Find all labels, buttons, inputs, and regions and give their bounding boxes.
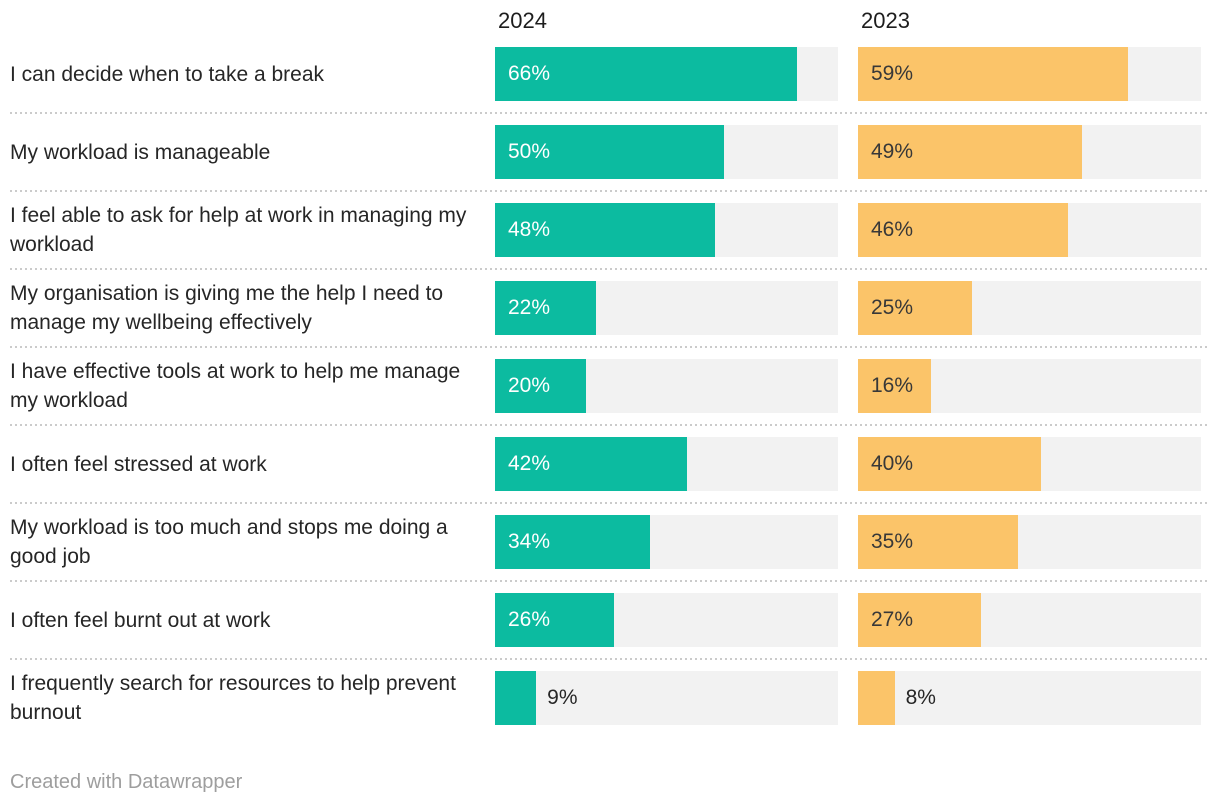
chart-row: My workload is manageable 50% 49% xyxy=(0,113,1220,192)
bar-2023 xyxy=(858,671,895,725)
bar-track-2024: 9% xyxy=(495,671,838,725)
category-label: I frequently search for resources to hel… xyxy=(10,672,456,724)
bar-track-2024: 50% xyxy=(495,125,838,179)
bar-track-2024: 42% xyxy=(495,437,838,491)
category-label: I often feel stressed at work xyxy=(10,452,267,476)
bar-value-label: 66% xyxy=(508,62,551,85)
bar-value-label: 48% xyxy=(508,218,551,241)
chart-row: I feel able to ask for help at work in m… xyxy=(0,191,1220,270)
chart-rows: I can decide when to take a break 66% 59% M… xyxy=(0,35,1220,737)
category-label: My workload is manageable xyxy=(10,140,271,164)
bar-2024 xyxy=(495,671,537,725)
bar-value-label: 34% xyxy=(508,530,551,553)
category-label: I have effective tools at work to help m… xyxy=(10,360,461,412)
bar-2024: 26% xyxy=(495,593,614,647)
bar-2023: 46% xyxy=(858,203,1069,257)
bar-2023: 35% xyxy=(858,515,1019,569)
chart-row: My organisation is giving me the help I … xyxy=(0,269,1220,348)
bar-track-2024: 26% xyxy=(495,593,838,647)
bar-track-2024: 48% xyxy=(495,203,838,257)
bar-2023: 59% xyxy=(858,47,1128,101)
bar-2024: 66% xyxy=(495,47,797,101)
bar-value-label: 9% xyxy=(547,686,578,709)
bar-2024: 34% xyxy=(495,515,651,569)
bar-track-2023: 49% xyxy=(858,125,1201,179)
bar-track-2023: 8% xyxy=(858,671,1201,725)
chart-row: I often feel stressed at work 42% 40% xyxy=(0,425,1220,504)
bar-value-label: 22% xyxy=(508,296,551,319)
bar-value-label: 46% xyxy=(871,218,914,241)
chart-row: I frequently search for resources to hel… xyxy=(0,659,1220,737)
column-header-2024: 2024 xyxy=(498,8,547,33)
bar-value-label: 50% xyxy=(508,140,551,163)
bar-track-2023: 59% xyxy=(858,47,1201,101)
column-header-2023: 2023 xyxy=(861,8,910,33)
bar-2024: 20% xyxy=(495,359,587,413)
bar-track-2023: 16% xyxy=(858,359,1201,413)
bar-value-label: 8% xyxy=(905,686,936,709)
column-headers: 2024 2023 xyxy=(0,0,1220,35)
bar-2023: 16% xyxy=(858,359,932,413)
bar-2024: 22% xyxy=(495,281,596,335)
bar-value-label: 35% xyxy=(871,530,914,553)
bar-value-label: 20% xyxy=(508,374,551,397)
bar-value-label: 59% xyxy=(871,62,914,85)
bar-track-2024: 34% xyxy=(495,515,838,569)
bar-track-2023: 35% xyxy=(858,515,1201,569)
bar-track-2023: 40% xyxy=(858,437,1201,491)
bar-value-label: 42% xyxy=(508,452,551,475)
bar-2024: 50% xyxy=(495,125,724,179)
bar-value-label: 16% xyxy=(871,374,914,397)
chart-row: I have effective tools at work to help m… xyxy=(0,347,1220,426)
bar-value-label: 27% xyxy=(871,608,914,631)
bar-value-label: 25% xyxy=(871,296,914,319)
category-label: My workload is too much and stops me doi… xyxy=(10,516,448,568)
chart-row: I can decide when to take a break 66% 59% xyxy=(0,35,1220,114)
category-label: I feel able to ask for help at work in m… xyxy=(10,204,467,256)
category-label: I often feel burnt out at work xyxy=(10,608,271,632)
bar-track-2023: 46% xyxy=(858,203,1201,257)
category-label: My organisation is giving me the help I … xyxy=(10,282,444,334)
bar-2023: 25% xyxy=(858,281,973,335)
bar-value-label: 26% xyxy=(508,608,551,631)
bar-track-2024: 22% xyxy=(495,281,838,335)
bar-2024: 48% xyxy=(495,203,715,257)
spacer xyxy=(838,8,858,35)
bar-track-2024: 20% xyxy=(495,359,838,413)
bar-2023: 40% xyxy=(858,437,1041,491)
category-label: I can decide when to take a break xyxy=(10,62,325,86)
bar-value-label: 49% xyxy=(871,140,914,163)
spacer xyxy=(10,8,495,35)
chart-row: My workload is too much and stops me doi… xyxy=(0,503,1220,582)
bar-2023: 49% xyxy=(858,125,1083,179)
bar-track-2023: 25% xyxy=(858,281,1201,335)
chart-row: I often feel burnt out at work 26% 27% xyxy=(0,581,1220,660)
bar-track-2023: 27% xyxy=(858,593,1201,647)
bar-value-label: 40% xyxy=(871,452,914,475)
bar-track-2024: 66% xyxy=(495,47,838,101)
datawrapper-credit: Created with Datawrapper xyxy=(10,771,243,793)
bar-2024: 42% xyxy=(495,437,688,491)
bar-2023: 27% xyxy=(858,593,982,647)
